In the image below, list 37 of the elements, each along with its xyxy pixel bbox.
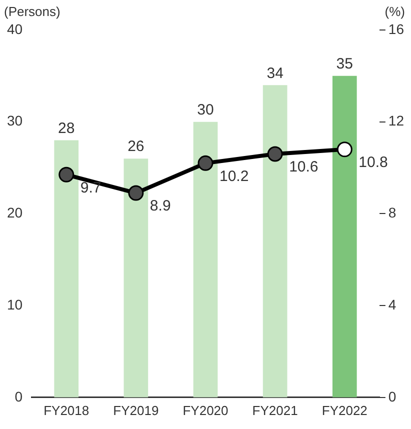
data-label: 9.7 — [80, 179, 102, 196]
bar — [193, 122, 218, 398]
x-tick-label: FY2020 — [182, 402, 228, 418]
point — [336, 142, 352, 158]
y2-tick-label: 0 — [388, 388, 396, 404]
data-label: 28 — [58, 120, 75, 137]
y2-tick-label: 16 — [388, 20, 404, 37]
point — [267, 146, 283, 162]
y-tick-label: 30 — [6, 112, 23, 129]
data-label: 34 — [266, 64, 284, 82]
point — [198, 155, 214, 171]
data-label: 30 — [197, 101, 214, 118]
y-axis-title: (Persons) — [4, 4, 60, 20]
x-tick-label: FY2022 — [322, 402, 368, 418]
y-tick-label: 0 — [14, 388, 23, 404]
y2-tick-label: 8 — [388, 204, 396, 221]
x-tick-label: FY2021 — [252, 402, 298, 418]
y2-tick-label: 4 — [388, 296, 396, 312]
point — [128, 185, 144, 201]
bar — [124, 158, 148, 398]
y-tick-label: 40 — [6, 20, 23, 37]
data-label: 35 — [336, 56, 353, 73]
bar — [262, 85, 288, 398]
bar — [54, 140, 79, 398]
x-tick-label: FY2018 — [44, 402, 90, 418]
y-tick-label: 10 — [6, 296, 23, 312]
point — [58, 166, 74, 182]
y-tick-label: 20 — [6, 204, 23, 221]
y2-axis-title: (%) — [384, 4, 405, 20]
data-label: 10.2 — [220, 168, 249, 185]
data-label: 26 — [128, 138, 144, 156]
data-label: 10.8 — [358, 154, 388, 172]
y2-tick-label: 12 — [388, 112, 404, 129]
bar — [332, 76, 357, 398]
data-label: 8.9 — [150, 198, 171, 215]
data-label: 10.6 — [289, 158, 318, 176]
x-tick-label: FY2019 — [113, 402, 159, 418]
